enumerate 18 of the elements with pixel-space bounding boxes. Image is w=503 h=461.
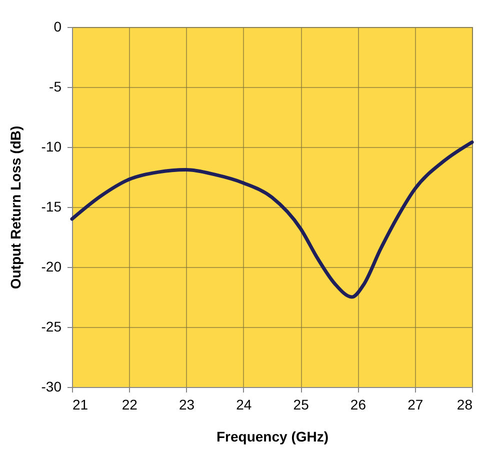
y-tick-label: -20: [41, 258, 62, 274]
y-tick-label: 0: [54, 18, 62, 34]
y-tick-label: -10: [41, 138, 62, 154]
y-tick-label: -30: [41, 378, 62, 394]
line-series: [70, 140, 474, 299]
y-tick-label: -15: [41, 198, 62, 214]
y-tick-label: -25: [41, 318, 62, 334]
x-tick-label: 23: [178, 396, 195, 412]
x-tick-label: 26: [350, 396, 366, 412]
x-tick-label: 22: [122, 396, 138, 412]
y-axis-title: Output Return Loss (dB): [7, 126, 24, 290]
x-tick-label: 24: [236, 396, 252, 412]
x-axis-title: Frequency (GHz): [216, 428, 329, 444]
x-tick-label: 28: [456, 396, 473, 412]
x-tick-label: 25: [293, 396, 310, 412]
x-tick-label: 21: [72, 396, 88, 412]
y-tick-label: -5: [49, 78, 62, 94]
x-tick-label: 27: [408, 396, 424, 412]
